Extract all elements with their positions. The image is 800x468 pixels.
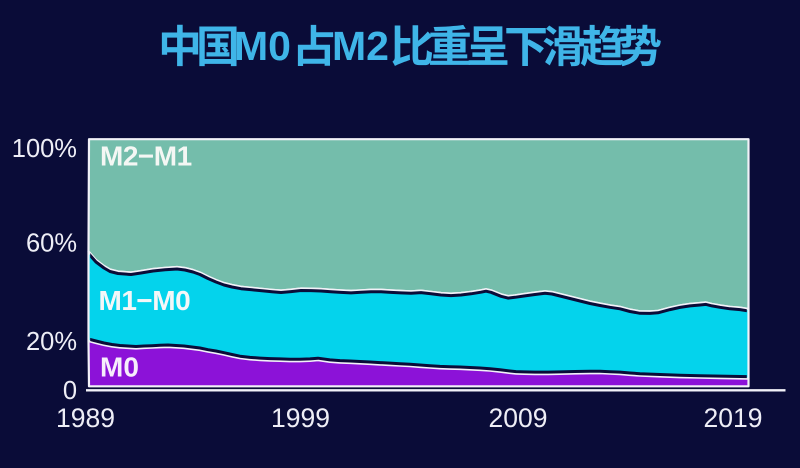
svg-text:0: 0 <box>63 377 77 405</box>
svg-text:2019: 2019 <box>704 403 763 433</box>
svg-text:60%: 60% <box>26 230 77 258</box>
svg-text:2009: 2009 <box>489 403 548 433</box>
svg-text:M2−M1: M2−M1 <box>100 141 192 172</box>
svg-text:1989: 1989 <box>56 403 115 433</box>
svg-text:100%: 100% <box>12 135 77 163</box>
svg-text:M1−M0: M1−M0 <box>99 285 191 316</box>
svg-text:M2: M2 <box>332 23 389 69</box>
svg-text:M0: M0 <box>100 351 139 382</box>
svg-text:M0: M0 <box>234 23 291 69</box>
svg-text:1999: 1999 <box>271 403 330 433</box>
svg-text:20%: 20% <box>26 328 77 356</box>
